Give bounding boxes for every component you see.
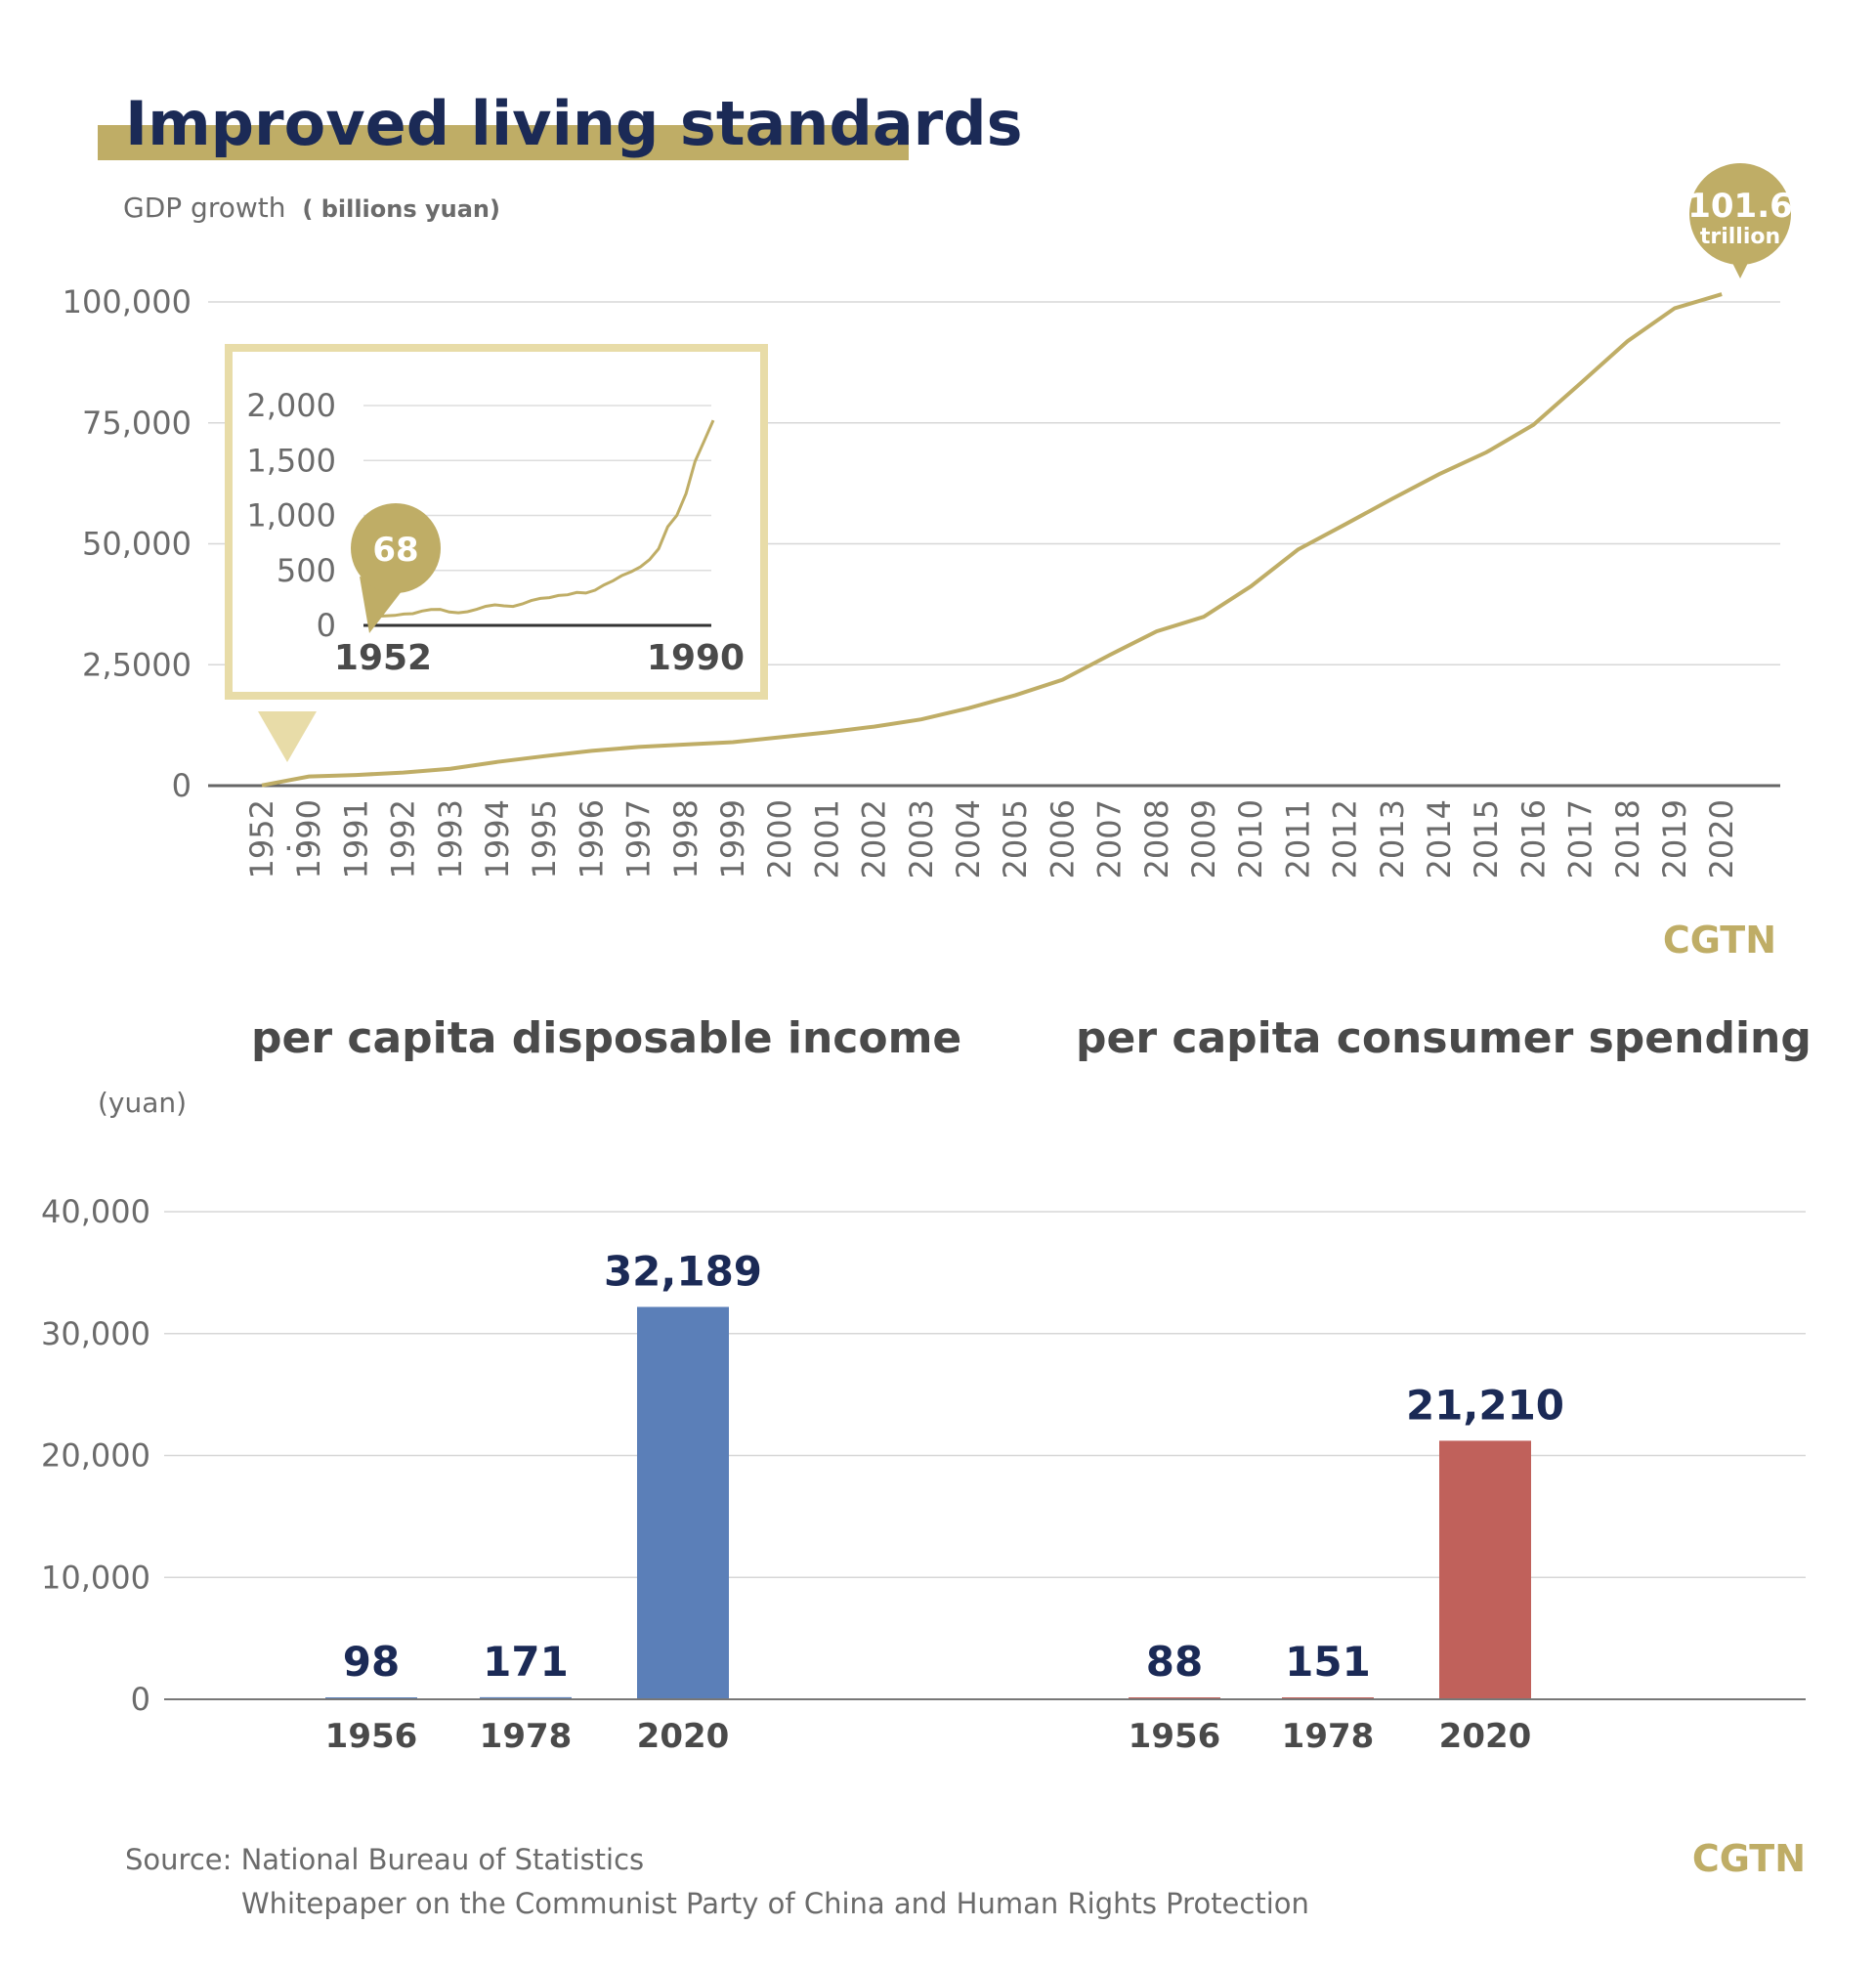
gdp-x-tick-label: 1998 — [667, 799, 704, 878]
gdp-x-tick-label: 1996 — [573, 799, 610, 878]
gdp-x-tick-label: 2015 — [1468, 799, 1505, 878]
income-category-label: 1956 — [325, 1717, 418, 1756]
gdp-x-tick-label: 2020 — [1703, 799, 1740, 878]
gdp-x-tick-label: 1952 — [243, 799, 280, 878]
bar-unit-label: (yuan) — [98, 1087, 187, 1119]
bar-y-tick-label: 0 — [131, 1681, 150, 1718]
gdp-x-tick-label: 2006 — [1044, 799, 1081, 878]
gdp-x-tick-label: 2018 — [1609, 799, 1646, 878]
income-category-label: 2020 — [637, 1717, 730, 1756]
spending-value-label: 21,210 — [1406, 1381, 1564, 1429]
spending-chart-title: per capita consumer spending — [1076, 1013, 1812, 1063]
source-line-1: Source: National Bureau of Statistics — [125, 1843, 644, 1876]
income-bar — [637, 1306, 729, 1699]
inset-start-bubble: 68 — [351, 503, 441, 633]
gdp-y-ticks: 100,000 75,000 50,000 2,5000 0 — [63, 283, 192, 804]
spending-category-label: 1956 — [1129, 1717, 1221, 1756]
spending-value-label: 151 — [1285, 1638, 1371, 1686]
spending-category-label: 1978 — [1282, 1717, 1375, 1756]
inset-y-tick-label: 500 — [277, 552, 336, 589]
brand-logo-top: CGTN — [1663, 919, 1776, 962]
inset-series-line — [366, 419, 715, 620]
inset-start-label: 1952 — [334, 638, 432, 678]
gdp-series-line — [261, 292, 1723, 788]
income-chart-title: per capita disposable income — [251, 1013, 961, 1063]
gdp-x-tick-label: 2009 — [1185, 799, 1222, 878]
gdp-x-tick-label: 2016 — [1514, 799, 1552, 878]
gdp-y-tick-label: 50,000 — [82, 526, 192, 563]
spending-category-label: 2020 — [1439, 1717, 1532, 1756]
gdp-x-tick-label: 1995 — [526, 799, 563, 878]
bar-y-tick-label: 30,000 — [41, 1315, 150, 1352]
inset-y-tick-label: 1,000 — [246, 497, 336, 535]
gdp-x-tick-label: 2011 — [1279, 799, 1316, 878]
gdp-x-tick-label: 1994 — [479, 799, 516, 878]
source-line-2: Whitepaper on the Communist Party of Chi… — [241, 1887, 1309, 1920]
gdp-x-tick-label: 2019 — [1656, 799, 1693, 878]
gdp-x-tick-label: 1997 — [620, 799, 658, 878]
gdp-inset: 2,000 1,500 1,000 500 0 68 1952 1990 — [225, 344, 768, 762]
bar-y-tick-label: 40,000 — [41, 1193, 150, 1230]
spending-bar — [1439, 1440, 1531, 1699]
gdp-x-tick-label: 2008 — [1138, 799, 1175, 878]
gdp-y-tick-label: 2,5000 — [82, 646, 192, 683]
gdp-label: GDP growth — [123, 192, 285, 224]
gdp-x-tick-label: 2004 — [950, 799, 987, 878]
gdp-x-ticks: 1952 1990 1991 1992 1993 1994 1995 1996 1997 1998… — [243, 799, 1740, 878]
gdp-x-tick-label: 2002 — [856, 799, 893, 878]
page-title: Improved living standards — [125, 88, 1023, 159]
gdp-peak-value: 101.6 — [1687, 187, 1793, 226]
inset-start-value: 68 — [372, 531, 418, 570]
income-value-label: 98 — [343, 1638, 400, 1686]
gdp-x-tick-label: 1993 — [432, 799, 469, 878]
inset-y-tick-label: 2,000 — [246, 387, 336, 424]
gdp-x-tick-label: 2001 — [808, 799, 845, 878]
bar-y-ticks: 40,000 30,000 20,000 10,000 0 — [41, 1193, 150, 1718]
gdp-peak-unit: trillion — [1700, 225, 1780, 249]
inset-pointer — [258, 711, 317, 762]
gdp-x-tick-label: 1990 — [290, 799, 327, 878]
brand-logo-bottom: CGTN — [1692, 1837, 1806, 1880]
gdp-x-tick-label: 1991 — [337, 799, 374, 878]
gdp-x-tick-label: 2007 — [1091, 799, 1129, 878]
gdp-y-tick-label: 0 — [172, 767, 192, 804]
income-bars: 98 1956 171 1978 32,189 2020 — [325, 1247, 762, 1756]
income-value-label: 171 — [483, 1638, 569, 1686]
income-bar — [480, 1696, 572, 1699]
gdp-y-tick-label: 100,000 — [63, 283, 192, 321]
income-value-label: 32,189 — [604, 1247, 762, 1295]
gdp-x-tick-label: 2005 — [997, 799, 1034, 878]
gdp-x-tick-label: 2010 — [1232, 799, 1269, 878]
gdp-y-tick-label: 75,000 — [82, 405, 192, 442]
inset-end-label: 1990 — [647, 638, 745, 678]
title-underline — [98, 125, 909, 160]
gdp-axis-title: GDP growth ( billions yuan) — [123, 192, 500, 224]
inset-y-tick-label: 1,500 — [246, 442, 336, 479]
bar-gridlines — [164, 1211, 1806, 1578]
gdp-x-tick-label: 2003 — [903, 799, 940, 878]
gdp-x-tick-label: 2017 — [1562, 799, 1599, 878]
inset-y-ticks: 2,000 1,500 1,000 500 0 — [246, 387, 336, 644]
bar-y-tick-label: 10,000 — [41, 1559, 150, 1596]
inset-y-tick-label: 0 — [317, 607, 336, 644]
gdp-x-tick-label: 1992 — [385, 799, 422, 878]
spending-value-label: 88 — [1146, 1638, 1203, 1686]
spending-bars: 88 1956 151 1978 21,210 2020 — [1129, 1381, 1564, 1756]
gdp-x-tick-label: 2014 — [1421, 799, 1458, 878]
gdp-x-tick-label: 2013 — [1374, 799, 1411, 878]
gdp-x-tick-label: 2012 — [1327, 799, 1364, 878]
gdp-x-tick-label: 1999 — [714, 799, 751, 878]
gdp-x-tick-label: 2000 — [761, 799, 798, 878]
bar-y-tick-label: 20,000 — [41, 1437, 150, 1475]
gdp-peak-bubble: 101.6 trillion — [1687, 163, 1793, 278]
gdp-unit: ( billions yuan) — [302, 195, 500, 223]
income-category-label: 1978 — [480, 1717, 573, 1756]
gdp-x-ellipsis: … — [283, 821, 315, 858]
